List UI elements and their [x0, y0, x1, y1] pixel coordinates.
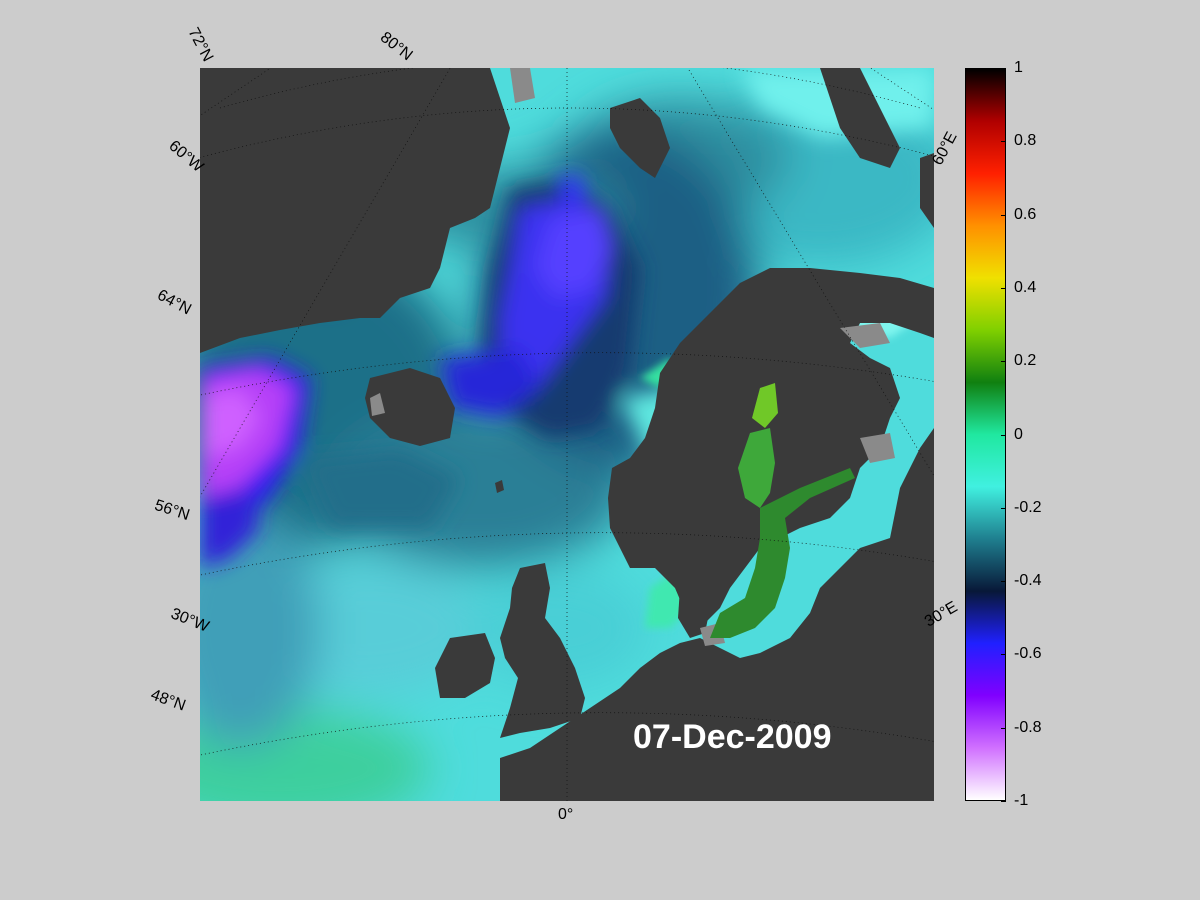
- date-label: 07-Dec-2009: [633, 718, 832, 756]
- colorbar-tick-label: -0.4: [1014, 572, 1042, 590]
- baltic-proper: [710, 468, 855, 638]
- colorbar-tick-mark: [1001, 801, 1006, 802]
- colorbar-tick-label: -1: [1014, 792, 1029, 809]
- lat-64n-label: 64°N: [154, 286, 194, 319]
- colorbar-tick-label: 0.2: [1014, 352, 1037, 370]
- continental-europe: [500, 338, 934, 801]
- colorbar-tick-mark: [1001, 361, 1006, 362]
- novaya-zemlya: [820, 68, 900, 168]
- colorbar-tick-mark: [1001, 654, 1006, 655]
- colorbar-tick-mark: [1001, 581, 1006, 582]
- colorbar-tick-mark: [1001, 728, 1006, 729]
- colorbar-tick-label: 0.6: [1014, 205, 1037, 223]
- colorbar-tick-label: -0.8: [1014, 718, 1042, 736]
- colorbar-tick-mark: [1001, 141, 1006, 142]
- greenland: [200, 68, 510, 353]
- lon-60e-label: 60°E: [929, 129, 961, 169]
- colorbar-tick-label: 0.8: [1014, 132, 1037, 150]
- map-panel: [200, 68, 934, 801]
- colorbar-tick-label: 1: [1014, 59, 1023, 76]
- lat-72n-label: 72°N: [184, 24, 217, 65]
- bothnian-sea: [738, 428, 775, 508]
- great-britain: [500, 563, 585, 738]
- colorbar-tick-label: 0.4: [1014, 278, 1037, 296]
- colorbar-tick-label: -0.2: [1014, 498, 1042, 516]
- colorbar-tick-mark: [1001, 68, 1006, 69]
- lon-0-label: 0°: [558, 806, 574, 823]
- colorbar-tick-label: 0: [1014, 425, 1023, 443]
- colorbar-tick-mark: [1001, 508, 1006, 509]
- colorbar-tick-mark: [1001, 215, 1006, 216]
- baltic-sea: [710, 383, 855, 638]
- map-svg: [200, 68, 934, 801]
- russia-north: [920, 153, 934, 228]
- lat-48n-label: 48°N: [148, 686, 188, 715]
- lat-80n-label: 80°N: [376, 28, 416, 65]
- iceland: [365, 368, 455, 446]
- bothnian-bay: [752, 383, 778, 428]
- colorbar-tick-label: -0.6: [1014, 645, 1042, 663]
- faroe-islands: [495, 480, 504, 493]
- denmark: [678, 583, 710, 638]
- colorbar: [965, 68, 1006, 801]
- colorbar-tick-mark: [1001, 288, 1006, 289]
- ireland: [435, 633, 495, 698]
- lat-56n-label: 56°N: [152, 496, 192, 525]
- graticule: [200, 68, 934, 801]
- svalbard: [610, 98, 670, 178]
- colorbar-tick-mark: [1001, 435, 1006, 436]
